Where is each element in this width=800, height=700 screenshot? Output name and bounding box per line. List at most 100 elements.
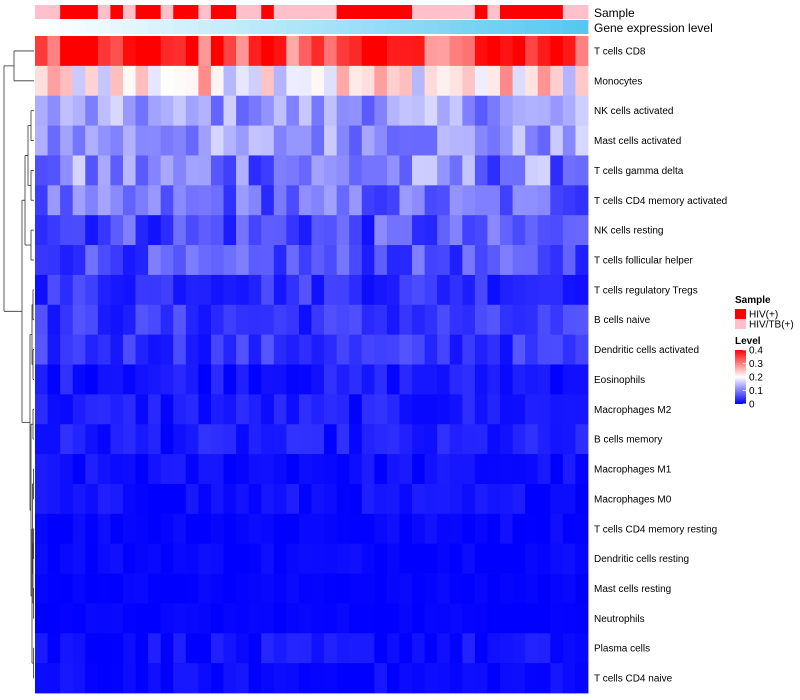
heatmap-cell — [122, 95, 136, 126]
heatmap-cell — [261, 364, 275, 395]
sample-annotation-cell — [500, 5, 513, 19]
heatmap-cell — [185, 573, 199, 604]
heatmap-cell — [122, 394, 136, 425]
heatmap-cell — [160, 95, 174, 126]
row-label: Macrophages M1 — [594, 465, 672, 476]
heatmap-cell — [60, 394, 74, 425]
heatmap-cell — [198, 633, 212, 664]
heatmap-cell — [236, 573, 250, 604]
heatmap-cell — [110, 573, 124, 604]
heatmap-cell — [85, 603, 99, 634]
heatmap-cell — [500, 513, 513, 545]
heatmap-cell — [487, 65, 501, 97]
heatmap-cell — [349, 424, 363, 455]
heatmap-cell — [462, 513, 476, 545]
heatmap-cell — [223, 65, 237, 97]
heatmap-cell — [148, 633, 162, 664]
heatmap-cell — [298, 95, 312, 126]
heatmap-cell — [298, 155, 312, 186]
heatmap-cell — [537, 394, 551, 425]
heatmap-cell — [361, 65, 375, 97]
heatmap-cell — [72, 663, 86, 694]
heatmap-cell — [72, 483, 86, 515]
heatmap-cell — [462, 424, 476, 455]
heatmap-cell — [47, 155, 61, 186]
heatmap-cell — [35, 424, 48, 455]
heatmap-cell — [575, 513, 589, 545]
heatmap-cell — [500, 185, 513, 216]
heatmap-cell — [110, 334, 124, 365]
heatmap-cell — [298, 603, 312, 634]
sample-annotation-cell — [160, 5, 174, 19]
heatmap-cell — [550, 95, 564, 126]
heatmap-cell — [512, 304, 526, 336]
heatmap-cell — [374, 155, 388, 186]
heatmap-cell — [223, 573, 237, 604]
heatmap-cell — [562, 36, 576, 67]
heatmap-cell — [248, 483, 262, 515]
heatmap-cell — [223, 155, 237, 186]
heatmap-cell — [399, 245, 413, 276]
heatmap-cell — [550, 65, 564, 97]
heatmap-cell — [185, 394, 199, 425]
heatmap-cell — [474, 454, 488, 485]
heatmap-cell — [185, 633, 199, 664]
heatmap-cell — [173, 36, 187, 67]
heatmap-cell — [298, 65, 312, 97]
heatmap-cell — [512, 483, 526, 515]
heatmap-cell — [210, 36, 224, 67]
heatmap-cell — [386, 334, 400, 365]
heatmap-cell — [223, 483, 237, 515]
heatmap-cell — [248, 513, 262, 545]
heatmap-cell — [374, 215, 388, 246]
gene-expression-annotation-cell — [336, 20, 350, 34]
heatmap-cell — [386, 304, 400, 336]
heatmap-cell — [185, 274, 199, 306]
heatmap-cell — [198, 185, 212, 216]
heatmap-cell — [336, 513, 350, 545]
heatmap-cell — [537, 125, 551, 156]
heatmap-cell — [60, 274, 74, 306]
heatmap-cell — [122, 364, 136, 395]
legend-sample-entries: HIV(+)HIV/TB(+) — [735, 309, 794, 331]
heatmap-cell — [160, 334, 174, 365]
heatmap-cell — [437, 573, 451, 604]
heatmap-cell — [35, 573, 48, 604]
heatmap-cell — [248, 603, 262, 634]
heatmap-cell — [223, 125, 237, 156]
heatmap-cell — [248, 274, 262, 306]
heatmap-cell — [248, 215, 262, 246]
heatmap-cell — [575, 334, 589, 365]
heatmap-cell — [311, 573, 325, 604]
heatmap-cell — [374, 125, 388, 156]
heatmap-cell — [311, 543, 325, 574]
heatmap-cell — [399, 36, 413, 67]
heatmap-cell — [286, 483, 300, 515]
heatmap-cell — [72, 304, 86, 336]
heatmap-cell — [148, 36, 162, 67]
heatmap-cell — [135, 663, 149, 694]
heatmap-cell — [462, 95, 476, 126]
heatmap-cell — [462, 543, 476, 574]
heatmap-cell — [550, 245, 564, 276]
heatmap-cell — [198, 394, 212, 425]
heatmap-cell — [462, 36, 476, 67]
heatmap-cell — [336, 185, 350, 216]
heatmap-cell — [462, 304, 476, 336]
heatmap-cell — [35, 215, 48, 246]
heatmap-cell — [349, 364, 363, 395]
heatmap-cell — [173, 454, 187, 485]
row-label: NK cells resting — [594, 226, 663, 237]
sample-annotation-cell — [336, 5, 350, 19]
sample-annotation-cell — [236, 5, 250, 19]
heatmap-cell — [349, 95, 363, 126]
heatmap-cell — [223, 304, 237, 336]
heatmap-cells — [35, 36, 589, 694]
heatmap-cell — [298, 483, 312, 515]
heatmap-cell — [148, 603, 162, 634]
heatmap-cell — [185, 483, 199, 515]
heatmap-cell — [198, 215, 212, 246]
heatmap-cell — [97, 364, 111, 395]
heatmap-cell — [97, 65, 111, 97]
legend-level-tick-label: 0.3 — [749, 359, 763, 370]
